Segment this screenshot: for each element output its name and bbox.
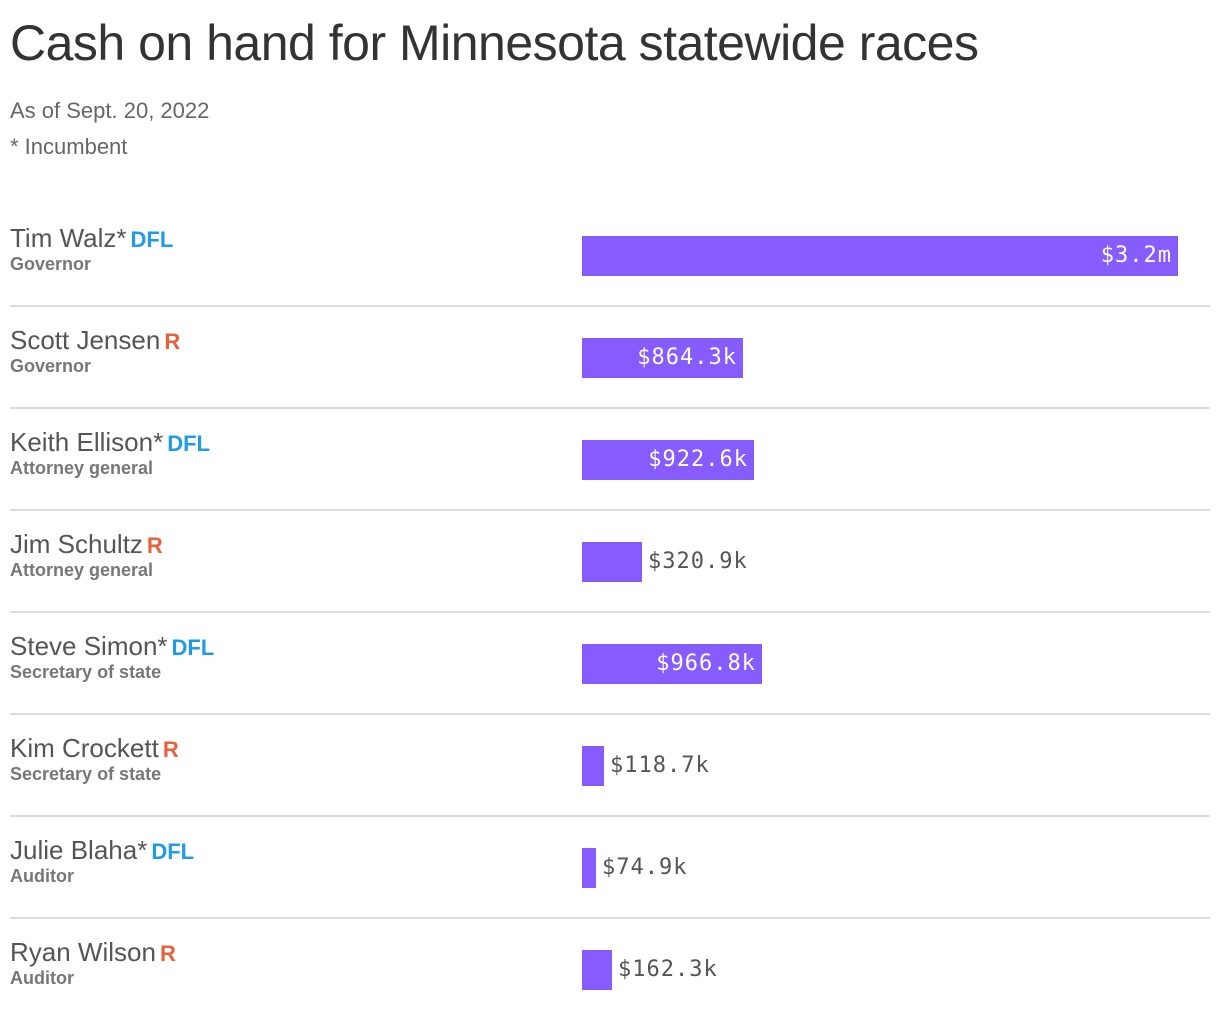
candidate-name: Steve Simon* — [10, 631, 168, 661]
cash-bar — [582, 746, 604, 786]
candidate-name-line: Tim Walz* DFL — [10, 223, 173, 255]
cash-bar — [582, 440, 754, 480]
candidate-row: Kim Crockett R Secretary of state $118.7k — [10, 715, 1210, 817]
candidate-row: Tim Walz* DFL Governor $3.2m — [10, 205, 1210, 307]
office-label: Governor — [10, 356, 92, 376]
candidate-name: Tim Walz* — [10, 223, 127, 253]
cash-bar — [582, 236, 1178, 276]
office-label: Attorney general — [10, 458, 154, 478]
office-label: Secretary of state — [10, 764, 162, 784]
candidate-row: Scott Jensen R Governor $864.3k — [10, 307, 1210, 409]
candidate-name-line: Steve Simon* DFL — [10, 631, 214, 663]
party-label: R — [159, 941, 176, 966]
cash-bar — [582, 338, 743, 378]
cash-bar — [582, 848, 596, 888]
party-label: DFL — [171, 635, 215, 660]
candidate-name: Julie Blaha* — [10, 835, 148, 865]
cash-value-label: $320.9k — [648, 549, 748, 574]
candidate-name: Scott Jensen — [10, 325, 161, 355]
chart-subtitle-note: * Incumbent — [10, 134, 128, 159]
candidate-name-line: Julie Blaha* DFL — [10, 835, 194, 867]
candidate-row: Julie Blaha* DFL Auditor $74.9k — [10, 817, 1210, 919]
office-label: Auditor — [10, 866, 74, 886]
cash-bar — [582, 950, 612, 990]
chart-title: Cash on hand for Minnesota statewide rac… — [10, 15, 979, 71]
candidate-name: Ryan Wilson — [10, 937, 156, 967]
office-label: Secretary of state — [10, 662, 162, 682]
cash-value-label: $74.9k — [602, 855, 688, 880]
party-label: DFL — [151, 839, 195, 864]
office-label: Governor — [10, 254, 92, 274]
chart-subtitle-date: As of Sept. 20, 2022 — [10, 98, 210, 123]
cash-value-label: $966.8k — [656, 651, 756, 676]
bar-chart: Tim Walz* DFL Governor $3.2m Scott Jensen R Go… — [10, 205, 1210, 1021]
cash-value-label: $3.2m — [1100, 243, 1172, 268]
party-label: DFL — [167, 431, 210, 456]
candidate-row: Keith Ellison* DFL Attorney general $922.6k — [10, 409, 1210, 511]
candidate-row: Steve Simon* DFL Secretary of state $966.8k — [10, 613, 1210, 715]
office-label: Attorney general — [10, 560, 154, 580]
party-label: R — [164, 329, 181, 354]
candidate-name-line: Kim Crockett R — [10, 733, 179, 765]
candidate-name-line: Scott Jensen R — [10, 325, 180, 357]
party-label: R — [162, 737, 179, 762]
candidate-name-line: Ryan Wilson R — [10, 937, 176, 969]
cash-value-label: $922.6k — [648, 447, 748, 472]
candidate-name-line: Keith Ellison* DFL — [10, 427, 210, 459]
party-label: R — [146, 533, 163, 558]
candidate-name: Kim Crockett — [10, 733, 159, 763]
candidate-name: Jim Schultz — [10, 529, 143, 559]
cash-value-label: $864.3k — [637, 345, 737, 370]
office-label: Auditor — [10, 968, 74, 988]
candidate-row: Ryan Wilson R Auditor $162.3k — [10, 919, 1210, 1021]
cash-bar — [582, 644, 762, 684]
cash-bar — [582, 542, 642, 582]
candidate-row: Jim Schultz R Attorney general $320.9k — [10, 511, 1210, 613]
party-label: DFL — [130, 227, 174, 252]
cash-value-label: $118.7k — [610, 753, 710, 778]
cash-value-label: $162.3k — [618, 957, 718, 982]
candidate-name-line: Jim Schultz R — [10, 529, 163, 561]
candidate-name: Keith Ellison* — [10, 427, 164, 457]
